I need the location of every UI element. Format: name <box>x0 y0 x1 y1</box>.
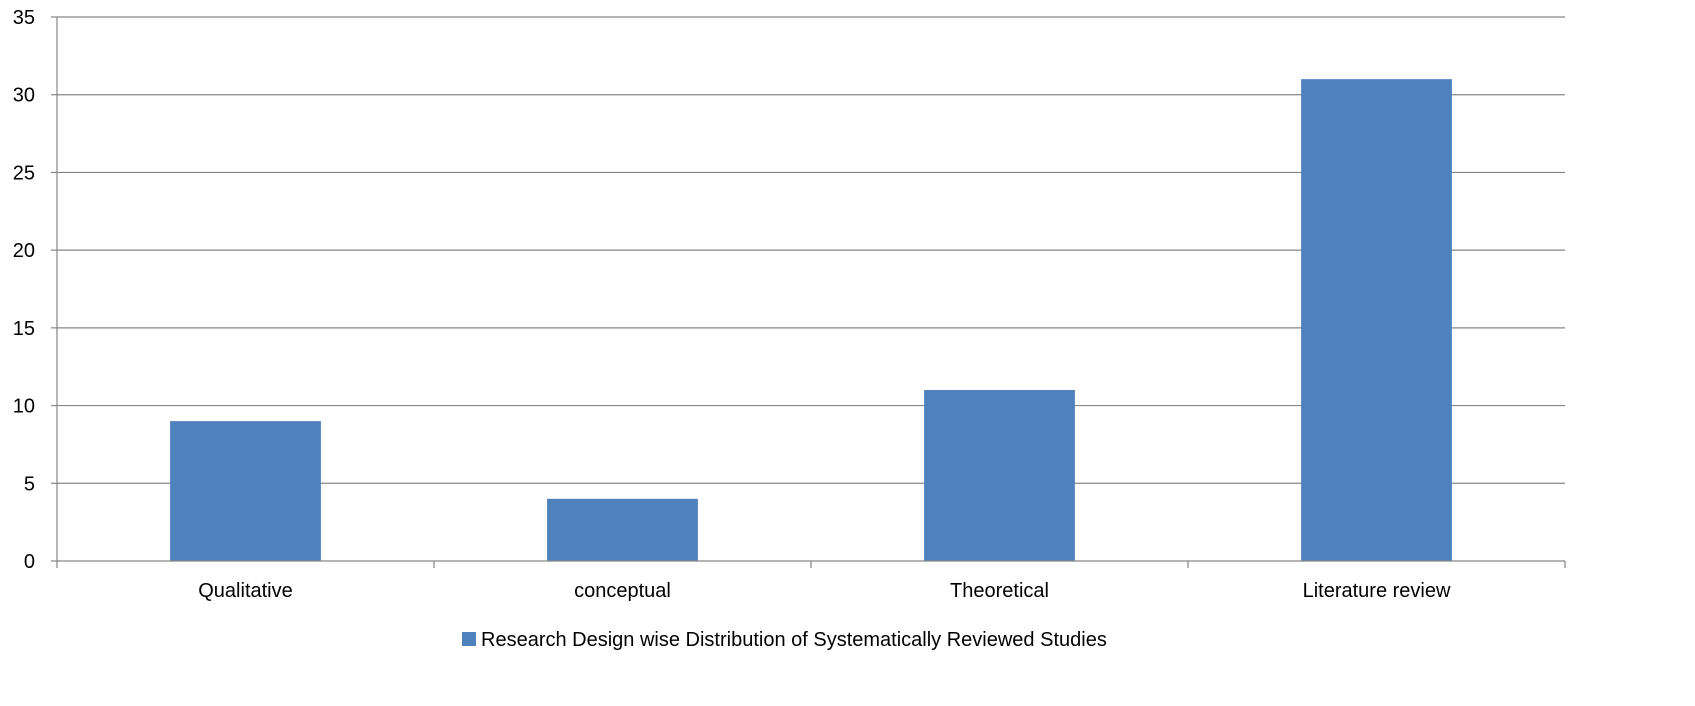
y-tick-label: 5 <box>24 473 35 495</box>
y-tick-label: 20 <box>13 240 35 262</box>
bar-qualitative <box>170 421 321 561</box>
x-tick-label: Theoretical <box>950 580 1049 602</box>
bar-literature-review <box>1301 79 1452 562</box>
y-tick-label: 0 <box>24 551 35 573</box>
x-tick-labels: Qualitative conceptual Theoretical Literatu… <box>198 580 1451 602</box>
x-tick-label: conceptual <box>574 580 671 602</box>
y-tick-label: 30 <box>13 85 35 107</box>
y-tick-labels: 0 5 10 15 20 25 30 35 <box>13 7 35 573</box>
y-tick-label: 35 <box>13 7 35 29</box>
x-tick-label: Qualitative <box>198 580 293 602</box>
x-tick-label: Literature review <box>1303 580 1451 602</box>
legend: Research Design wise Distribution of Sys… <box>462 629 1107 651</box>
legend-label: Research Design wise Distribution of Sys… <box>481 629 1107 651</box>
legend-swatch <box>462 632 476 646</box>
bar-conceptual <box>547 498 698 561</box>
axes <box>51 16 1566 568</box>
bars <box>170 79 1452 562</box>
gridlines <box>57 16 1565 484</box>
y-tick-label: 10 <box>13 396 35 418</box>
y-tick-label: 15 <box>13 318 35 340</box>
y-tick-label: 25 <box>13 162 35 184</box>
bar-theoretical <box>924 390 1075 561</box>
